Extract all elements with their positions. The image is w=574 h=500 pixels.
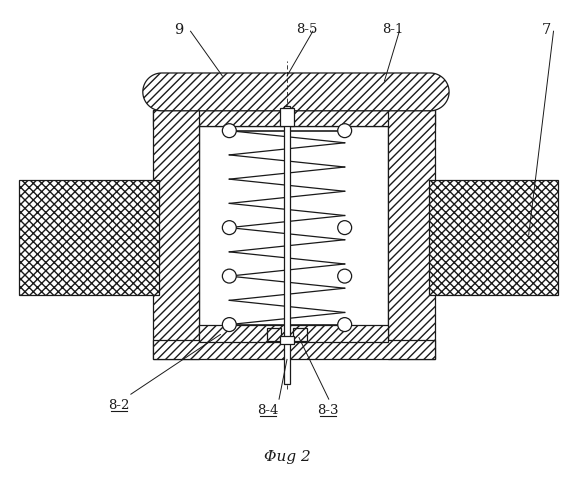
Text: 8-2: 8-2 [108,399,130,412]
Circle shape [338,269,352,283]
Circle shape [338,124,352,138]
Bar [20,180,159,294]
Circle shape [222,269,236,283]
Bar [293,328,307,342]
Circle shape [222,124,236,138]
Text: 7: 7 [542,24,551,38]
Polygon shape [143,73,449,111]
Circle shape [338,318,352,332]
Bar [429,180,559,294]
Bar [200,324,389,342]
Text: 8-1: 8-1 [382,24,403,36]
Bar [153,110,435,126]
Bar [280,108,294,126]
Text: 9: 9 [174,24,183,38]
Bar [280,336,294,344]
Bar [284,106,290,384]
Circle shape [338,220,352,234]
Text: 8-5: 8-5 [296,24,317,36]
Text: 8-4: 8-4 [257,404,279,417]
Bar [200,126,389,340]
Circle shape [222,220,236,234]
Text: Φиg 2: Φиg 2 [263,450,311,464]
Circle shape [222,318,236,332]
Bar [389,110,435,360]
Bar [153,110,200,360]
Text: 8-3: 8-3 [317,404,339,417]
Bar [267,328,281,342]
Bar [153,340,435,359]
